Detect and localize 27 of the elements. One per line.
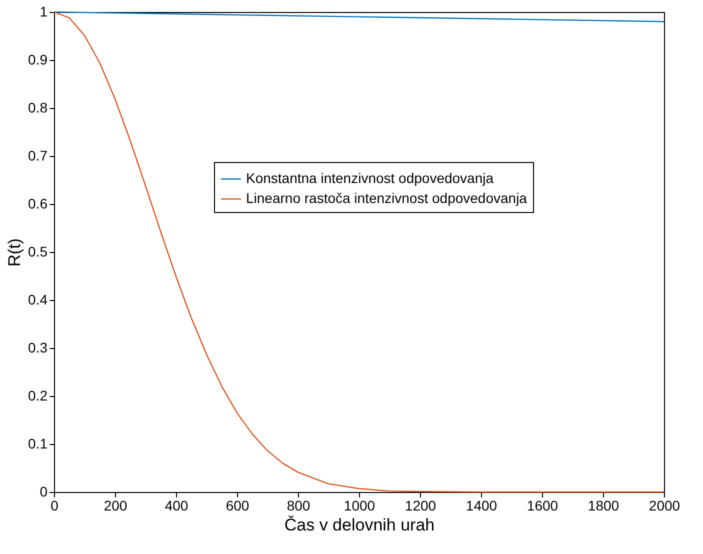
x-tick-label: 1800 [588,498,620,514]
x-tick-label: 1200 [404,498,436,514]
y-tick-label: 0.2 [28,388,48,404]
y-tick-label: 0.6 [28,196,48,212]
x-tick-label: 400 [164,498,188,514]
y-tick-label: 0.5 [28,244,48,260]
y-tick-label: 0.3 [28,340,48,356]
y-tick-label: 0 [40,484,48,500]
y-tick-label: 0.9 [28,52,48,68]
y-tick-label: 0.4 [28,292,48,308]
line-series [53,11,665,22]
y-tick-label: 0.7 [28,148,48,164]
legend-label: Linearno rastoča intenzivnost odpovedovanja [246,190,528,206]
y-tick-label: 1 [40,4,48,20]
y-tick-label: 0.8 [28,100,48,116]
x-tick-label: 2000 [648,498,680,514]
x-tick-label: 1000 [344,498,376,514]
x-tick-label: 600 [226,498,250,514]
x-tick-label: 0 [50,498,59,514]
legend-label: Konstantna intenzivnost odpovedovanja [246,170,494,186]
x-axis-title: Čas v delovnih urah [284,516,435,534]
x-tick-label: 1600 [526,498,558,514]
x-tick-label: 1400 [466,498,498,514]
y-axis-title: R(t) [5,238,24,267]
x-tick-label: 200 [104,498,128,514]
y-tick-label: 0.1 [28,436,48,452]
x-tick-label: 800 [286,498,310,514]
